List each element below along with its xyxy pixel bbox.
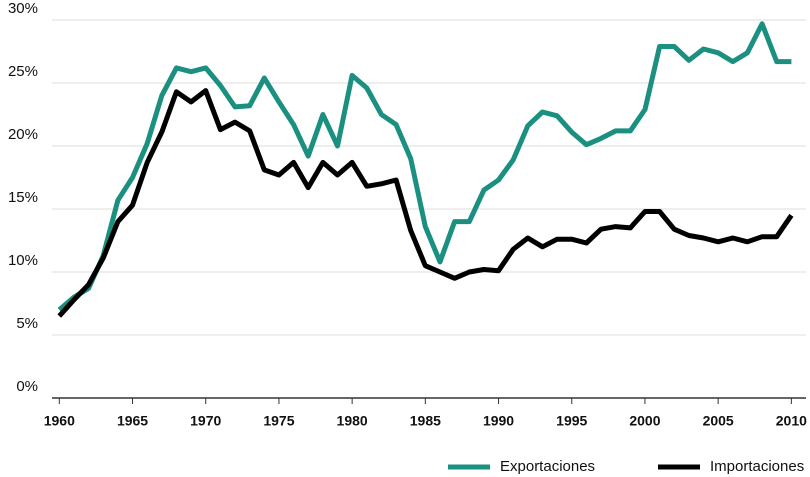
x-tick-label: 1970 — [190, 413, 221, 429]
y-tick-label: 10% — [8, 252, 38, 269]
y-tick-label: 25% — [8, 63, 38, 80]
y-tick-label: 5% — [16, 315, 38, 332]
x-tick-label: 1965 — [117, 413, 148, 429]
legend-label: Importaciones — [710, 458, 804, 475]
x-tick-label: 2000 — [629, 413, 660, 429]
x-tick-label: 1995 — [556, 413, 587, 429]
x-tick-label: 1990 — [483, 413, 514, 429]
x-tick-label: 1985 — [410, 413, 441, 429]
x-tick-label: 1960 — [44, 413, 75, 429]
x-tick-label: 1980 — [337, 413, 368, 429]
x-tick-label: 2005 — [703, 413, 734, 429]
series-line — [57, 21, 792, 312]
y-tick-label: 30% — [8, 0, 38, 17]
legend-label: Exportaciones — [500, 458, 595, 475]
y-tick-label: 20% — [8, 126, 38, 143]
y-tick-label: 15% — [8, 189, 38, 206]
x-tick-label: 1975 — [263, 413, 294, 429]
series-line — [57, 88, 794, 318]
x-tick-label: 2010 — [776, 413, 807, 429]
y-tick-label: 0% — [16, 378, 38, 395]
